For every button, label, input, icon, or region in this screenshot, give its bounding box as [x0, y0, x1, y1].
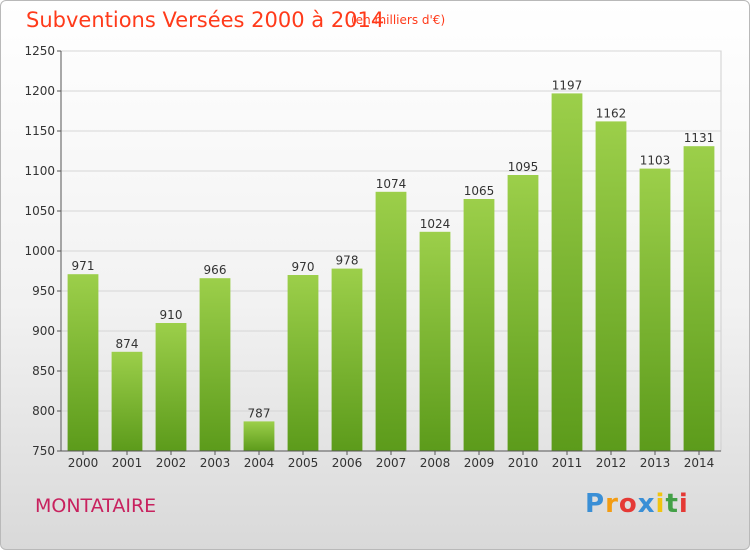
x-tick-label: 2009	[464, 456, 495, 470]
chart-subtitle: (en milliers d'€)	[351, 13, 446, 27]
bar-2011	[551, 93, 583, 452]
logo-letter: o	[618, 489, 638, 519]
data-label: 787	[248, 406, 271, 420]
bar-2007	[375, 191, 407, 452]
x-tick-label: 2014	[684, 456, 715, 470]
data-label: 1103	[640, 154, 671, 168]
y-tick-label: 950	[32, 284, 55, 298]
y-tick-label: 1050	[24, 204, 55, 218]
data-label: 966	[204, 263, 227, 277]
data-label: 971	[72, 259, 95, 273]
y-tick-label: 1250	[24, 44, 55, 58]
logo-letter: i	[655, 489, 666, 519]
bar-2003	[199, 278, 231, 451]
logo-letter: r	[605, 489, 619, 519]
commune-name: MONTATAIRE	[35, 495, 157, 517]
x-tick-label: 2004	[244, 456, 275, 470]
y-tick-label: 1200	[24, 84, 55, 98]
logo-letter: x	[637, 489, 656, 519]
bar-2001	[111, 351, 143, 451]
data-label: 1197	[552, 78, 583, 92]
bar-2013	[639, 168, 671, 451]
data-label: 970	[292, 260, 315, 274]
x-tick-label: 2011	[552, 456, 583, 470]
y-tick-label: 1000	[24, 244, 55, 258]
x-tick-label: 2005	[288, 456, 319, 470]
bar-2006	[331, 268, 363, 451]
x-axis: 2000 2001 2002 2003 2004 2005 2006 2007 2008 2009…	[61, 450, 721, 470]
data-labels: 971 874 910 966 787 970 978 1074 1024 1065 1095 119…	[72, 78, 715, 420]
y-tick-label: 750	[32, 444, 55, 458]
data-label: 1024	[420, 217, 451, 231]
x-tick-label: 2006	[332, 456, 363, 470]
bar-2010	[507, 175, 539, 451]
x-tick-label: 2000	[68, 456, 99, 470]
x-tick-label: 2008	[420, 456, 451, 470]
y-axis: 750 800 850 900 950 1000 1050 1100 1150 1200 1250	[24, 44, 62, 458]
y-tick-label: 1150	[24, 124, 55, 138]
bar-2012	[595, 121, 627, 452]
data-label: 1065	[464, 184, 495, 198]
data-label: 874	[116, 337, 139, 351]
proxiti-logo[interactable]: Proxiti	[585, 489, 689, 519]
data-label: 978	[336, 254, 359, 268]
data-label: 1095	[508, 160, 539, 174]
bar-2008	[419, 231, 451, 451]
bar-2002	[155, 323, 187, 451]
x-tick-label: 2001	[112, 456, 143, 470]
y-tick-label: 1100	[24, 164, 55, 178]
y-tick-label: 850	[32, 364, 55, 378]
x-tick-label: 2012	[596, 456, 627, 470]
data-label: 1131	[684, 131, 715, 145]
logo-letter: i	[678, 489, 689, 519]
logo-letter: t	[665, 489, 679, 519]
x-tick-label: 2010	[508, 456, 539, 470]
bar-2014	[683, 146, 715, 451]
x-tick-label: 2013	[640, 456, 671, 470]
y-tick-label: 800	[32, 404, 55, 418]
chart-title: Subventions Versées 2000 à 2014	[26, 8, 385, 32]
bars	[67, 93, 715, 452]
bar-2005	[287, 275, 319, 451]
data-label: 910	[160, 308, 183, 322]
bar-2004	[243, 421, 275, 451]
bar-2000	[67, 274, 99, 451]
y-tick-label: 900	[32, 324, 55, 338]
data-label: 1074	[376, 177, 407, 191]
x-tick-label: 2007	[376, 456, 407, 470]
x-tick-label: 2003	[200, 456, 231, 470]
x-tick-label: 2002	[156, 456, 187, 470]
logo-letter: P	[585, 489, 606, 519]
bar-2009	[463, 199, 495, 451]
data-label: 1162	[596, 106, 627, 120]
